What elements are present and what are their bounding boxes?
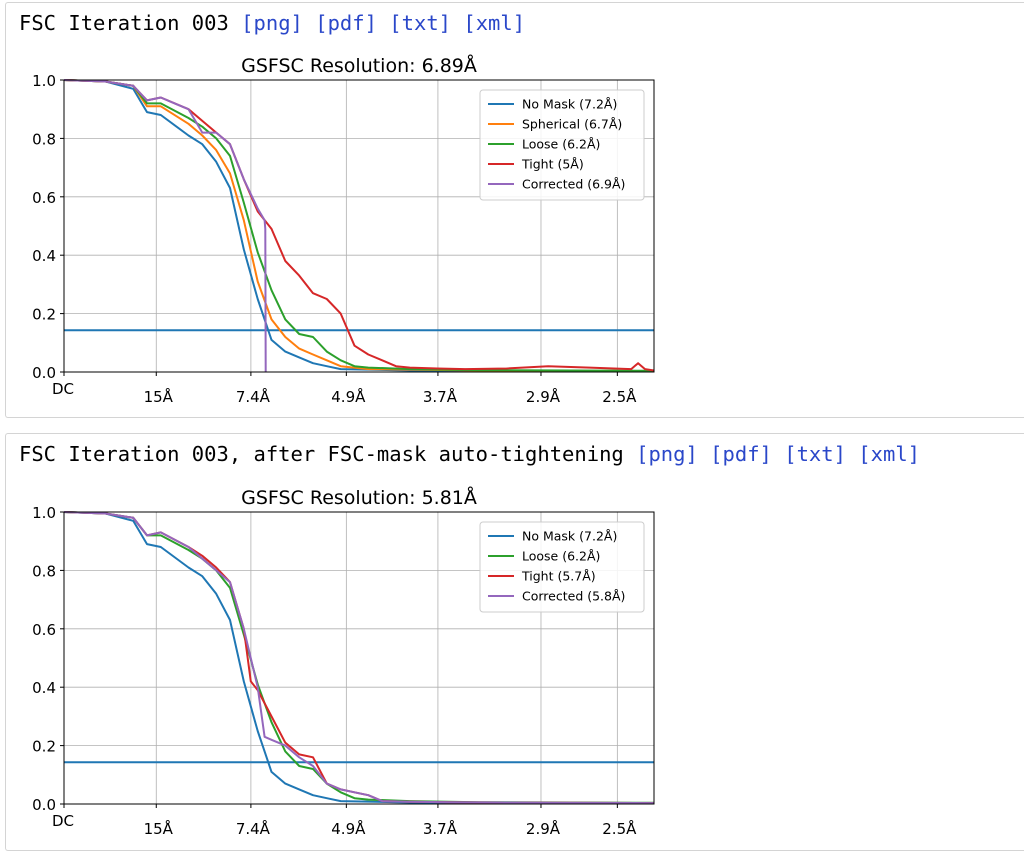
x-tick-label: 2.9Å bbox=[526, 819, 561, 838]
xml-link[interactable]: [xml] bbox=[463, 11, 526, 35]
fsc-chart: GSFSC Resolution: 5.81Å 0.0 0.2 0.4 0.6 0.8 1.… bbox=[32, 486, 655, 838]
y-tick-label: 0.6 bbox=[32, 189, 56, 207]
pdf-link[interactable]: [pdf] bbox=[710, 442, 772, 466]
fsc-panel-2: FSC Iteration 003, after FSC-mask auto-t… bbox=[5, 433, 1024, 851]
x-tick-label: 2.9Å bbox=[526, 387, 561, 406]
fsc-chart: GSFSC Resolution: 6.89Å 0.0 0.2 0.4 0.6 0.8 1.… bbox=[32, 54, 655, 406]
chart-title: GSFSC Resolution: 6.89Å bbox=[241, 54, 477, 77]
legend-label: Loose (6.2Å) bbox=[522, 549, 600, 564]
series-line bbox=[63, 511, 655, 805]
x-tick-label: DC bbox=[52, 812, 74, 830]
legend-label: Loose (6.2Å) bbox=[522, 137, 600, 152]
series-line bbox=[63, 79, 655, 373]
series-line bbox=[63, 79, 267, 373]
plot-frame bbox=[63, 511, 655, 805]
xml-link[interactable]: [xml] bbox=[858, 442, 921, 466]
x-tick-label: 4.9Å bbox=[331, 387, 366, 406]
chart-title: GSFSC Resolution: 5.81Å bbox=[241, 486, 477, 509]
x-tick-label: 7.4Å bbox=[236, 819, 271, 838]
panel-title: FSC Iteration 003, after FSC-mask auto-t… bbox=[19, 442, 624, 466]
x-tick-label: 2.5Å bbox=[602, 387, 637, 406]
panel-header: FSC Iteration 003, after FSC-mask auto-t… bbox=[19, 442, 920, 466]
txt-link[interactable]: [txt] bbox=[389, 11, 452, 35]
x-tick-label: 15Å bbox=[144, 819, 174, 838]
x-tick-label: 15Å bbox=[144, 387, 174, 406]
y-tick-label: 0.4 bbox=[32, 679, 56, 697]
png-link[interactable]: [png] bbox=[241, 11, 303, 35]
legend-label: Tight (5.7Å) bbox=[521, 569, 596, 584]
y-tick-label: 0.0 bbox=[32, 796, 56, 814]
x-tick-label: 3.7Å bbox=[423, 819, 458, 838]
y-tick-label: 0.6 bbox=[32, 621, 56, 639]
series-line bbox=[63, 511, 655, 805]
legend-label: Tight (5Å) bbox=[521, 157, 584, 172]
legend-box bbox=[479, 521, 645, 613]
y-tick-label: 0.0 bbox=[32, 364, 56, 382]
series-line bbox=[63, 79, 655, 373]
y-tick-label: 0.4 bbox=[32, 247, 56, 265]
y-tick-label: 1.0 bbox=[32, 72, 56, 90]
png-link[interactable]: [png] bbox=[636, 442, 698, 466]
x-tick-label: 7.4Å bbox=[236, 387, 271, 406]
y-tick-label: 0.2 bbox=[32, 306, 56, 324]
legend-label: Spherical (6.7Å) bbox=[522, 117, 622, 132]
legend-box bbox=[479, 89, 645, 201]
legend: No Mask (7.2Å) Loose (6.2Å) Tight (5.7Å) Co… bbox=[479, 521, 645, 613]
legend: No Mask (7.2Å) Spherical (6.7Å) Loose (6.2… bbox=[479, 89, 645, 201]
y-tick-label: 0.8 bbox=[32, 562, 56, 580]
y-tick-label: 0.2 bbox=[32, 738, 56, 756]
legend-label: Corrected (5.8Å) bbox=[522, 589, 625, 604]
y-tick-label: 0.8 bbox=[32, 130, 56, 148]
x-tick-label: 2.5Å bbox=[602, 819, 637, 838]
plot-frame bbox=[63, 79, 655, 373]
legend-label: Corrected (6.9Å) bbox=[522, 177, 625, 192]
x-tick-label: DC bbox=[52, 380, 74, 398]
fsc-panel-1: FSC Iteration 003 [png] [pdf] [txt] [xml… bbox=[5, 2, 1024, 418]
legend-label: No Mask (7.2Å) bbox=[522, 97, 617, 112]
legend-label: No Mask (7.2Å) bbox=[522, 529, 617, 544]
panel-title: FSC Iteration 003 bbox=[19, 11, 229, 35]
panel-header: FSC Iteration 003 [png] [pdf] [txt] [xml… bbox=[19, 11, 525, 35]
y-tick-label: 1.0 bbox=[32, 504, 56, 522]
x-tick-label: 3.7Å bbox=[423, 387, 458, 406]
x-tick-label: 4.9Å bbox=[331, 819, 366, 838]
txt-link[interactable]: [txt] bbox=[784, 442, 846, 466]
pdf-link[interactable]: [pdf] bbox=[315, 11, 377, 35]
